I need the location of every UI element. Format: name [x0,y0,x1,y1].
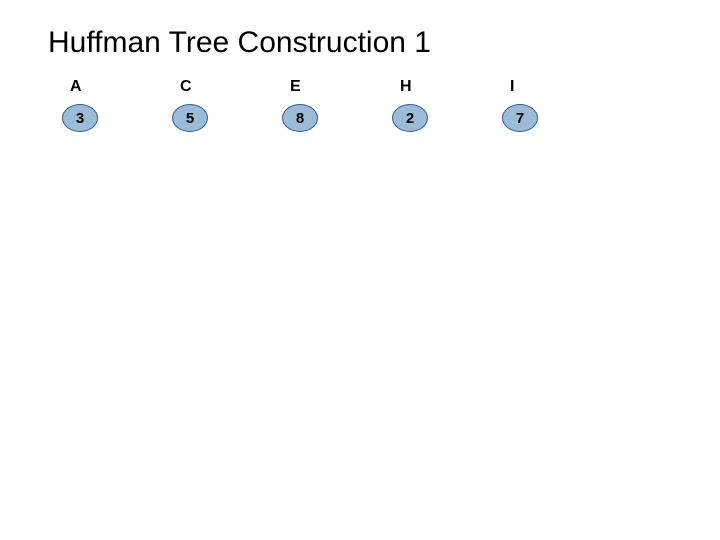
node-label: E [290,78,400,96]
huffman-node: 3 [62,104,98,132]
node-cell: 7 [502,104,612,132]
huffman-node: 7 [502,104,538,132]
node-label: I [510,78,620,96]
node-label: C [180,78,290,96]
node-label: A [70,78,180,96]
node-cell: 2 [392,104,502,132]
huffman-node: 5 [172,104,208,132]
huffman-node: 2 [392,104,428,132]
slide-title: Huffman Tree Construction 1 [48,26,431,60]
node-cell: 3 [62,104,172,132]
labels-row: A C E H I [70,78,620,96]
slide: Huffman Tree Construction 1 A C E H I 3 … [0,0,720,540]
node-label: H [400,78,510,96]
node-cell: 8 [282,104,392,132]
nodes-row: 3 5 8 2 7 [62,104,612,132]
node-cell: 5 [172,104,282,132]
huffman-node: 8 [282,104,318,132]
